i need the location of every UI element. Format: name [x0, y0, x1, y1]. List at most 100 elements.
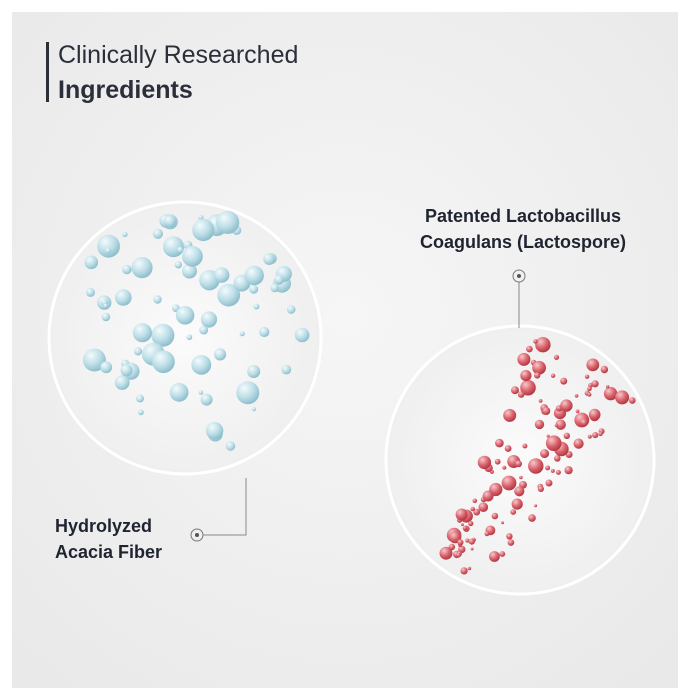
bubble: [133, 347, 143, 356]
bubble: [491, 512, 499, 520]
bubble: [520, 379, 536, 396]
bubble: [186, 334, 193, 341]
bubble: [503, 408, 517, 422]
bubble: [192, 218, 215, 242]
bubble: [182, 263, 197, 279]
bubble: [259, 326, 270, 338]
bubble: [236, 381, 260, 405]
bubble: [177, 246, 184, 253]
bubble: [511, 386, 519, 395]
bubble: [97, 234, 120, 258]
bubble: [555, 419, 566, 430]
bubble: [554, 423, 558, 427]
bubble: [151, 323, 175, 347]
bubble: [545, 479, 553, 487]
label-line: Patented Lactobacillus: [425, 206, 621, 226]
bubble: [251, 407, 256, 412]
bubble: [520, 370, 532, 382]
bubble: [542, 407, 551, 415]
bubble: [122, 264, 132, 275]
bubble: [575, 409, 580, 414]
bubble: [584, 374, 590, 379]
bubble: [132, 323, 152, 343]
bubble: [534, 372, 541, 379]
bubble: [587, 434, 592, 439]
bubble: [470, 506, 476, 512]
label-line: Coagulans (Lactospore): [420, 232, 626, 252]
bubble: [574, 394, 579, 398]
bubble: [294, 327, 310, 343]
bubble: [495, 438, 504, 448]
bubble: [460, 523, 464, 527]
bubble: [274, 275, 284, 285]
bubble: [515, 460, 522, 468]
bubble: [534, 504, 538, 508]
bubble: [470, 547, 474, 551]
bubble: [439, 546, 453, 560]
bubble: [455, 508, 468, 521]
bubble: [600, 365, 609, 374]
bubble: [468, 520, 474, 527]
bubble: [286, 305, 296, 314]
bubble: [526, 345, 533, 353]
bubble: [457, 539, 464, 546]
bubble: [573, 438, 584, 449]
bubble: [477, 455, 492, 470]
bubble: [468, 538, 475, 545]
bubble: [478, 502, 489, 512]
bubble: [540, 449, 550, 459]
bubble: [545, 435, 562, 452]
bubble: [519, 475, 523, 480]
bubble: [174, 261, 182, 269]
bubble: [580, 418, 588, 427]
bubble: [247, 365, 261, 378]
bubble: [510, 509, 517, 515]
bubble: [458, 545, 466, 554]
bubble: [502, 465, 507, 470]
bubble: [216, 210, 240, 234]
bubble: [554, 455, 561, 462]
pointer-dot: [517, 274, 521, 278]
bubble: [482, 490, 494, 502]
bubble: [152, 228, 163, 239]
bubble: [100, 361, 113, 374]
bubble: [86, 287, 95, 297]
fiber-bubbles: [82, 210, 310, 451]
bubble: [253, 303, 260, 310]
bubble: [507, 539, 515, 546]
bubble: [82, 348, 106, 372]
bubble: [473, 508, 481, 516]
bubble: [138, 409, 144, 416]
bubble: [122, 231, 128, 237]
bubble: [175, 306, 195, 325]
bubble: [198, 214, 204, 221]
bubble: [560, 377, 568, 385]
bubble: [456, 552, 461, 558]
bubble: [131, 257, 153, 279]
bubble: [217, 283, 241, 307]
bubble: [244, 265, 264, 286]
bubble: [532, 360, 546, 375]
pointer-dot: [195, 533, 199, 537]
bubble: [560, 399, 573, 412]
bubble: [465, 538, 470, 543]
bubble: [103, 303, 108, 309]
bubble: [239, 331, 245, 337]
bubble: [460, 567, 468, 575]
bubble: [169, 382, 189, 402]
bubble: [114, 375, 130, 390]
bubble: [550, 468, 555, 473]
bubble: [501, 521, 504, 525]
bubble: [587, 392, 592, 397]
label-line: Hydrolyzed: [55, 516, 152, 536]
bubble: [120, 364, 133, 377]
title-line1: Clinically Researched: [58, 41, 298, 69]
bubble: [214, 348, 227, 361]
bubble: [152, 350, 175, 374]
bubble: [249, 284, 259, 294]
bubble: [517, 352, 531, 366]
bubble: [281, 364, 292, 375]
bubble: [563, 432, 570, 439]
bubble: [588, 408, 601, 421]
